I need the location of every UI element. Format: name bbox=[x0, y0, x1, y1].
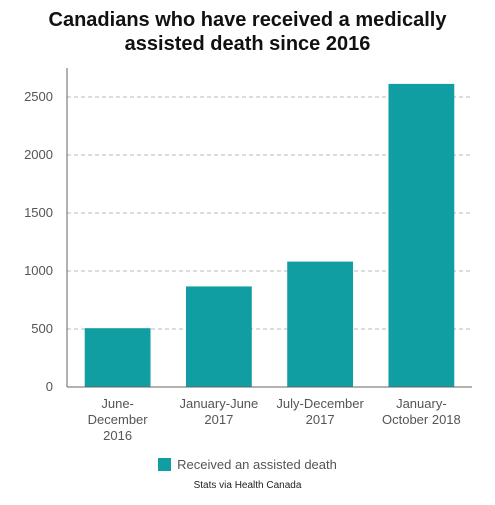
legend-swatch bbox=[158, 458, 172, 471]
x-tick-label: January-October 2018 bbox=[382, 396, 461, 427]
chart-title-line-2: assisted death since 2016 bbox=[124, 33, 371, 55]
y-tick-label: 2500 bbox=[24, 89, 53, 104]
y-axis-ticks: 0 500 1000 1500 2000 2500 bbox=[24, 89, 53, 394]
bar bbox=[84, 328, 151, 387]
y-tick-label: 1000 bbox=[24, 263, 53, 278]
y-tick-label: 2000 bbox=[24, 147, 53, 162]
bars bbox=[84, 83, 455, 387]
chart-title: Canadians who have received a medically … bbox=[0, 8, 495, 56]
x-tick-label: January-June 2017 bbox=[179, 396, 258, 427]
chart-title-line-1: Canadians who have received a medically bbox=[48, 9, 447, 31]
x-tick-label: July-December 2017 bbox=[276, 396, 364, 427]
bar bbox=[287, 261, 354, 387]
bar bbox=[185, 286, 252, 387]
source-note: Stats via Health Canada bbox=[193, 480, 302, 491]
x-tick-label: June-December 2016 bbox=[88, 396, 149, 443]
legend: Received an assisted death bbox=[0, 457, 495, 472]
legend-label: Received an assisted death bbox=[177, 457, 337, 472]
bar bbox=[388, 83, 455, 387]
y-tick-label: 1500 bbox=[24, 205, 53, 220]
y-tick-label: 0 bbox=[46, 379, 53, 394]
x-axis-ticks: June-December 2016 January-June 2017 July-De… bbox=[88, 396, 461, 443]
y-tick-label: 500 bbox=[31, 321, 53, 336]
